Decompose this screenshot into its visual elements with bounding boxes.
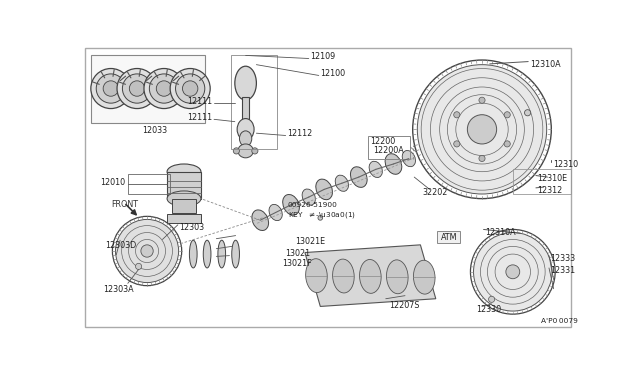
Circle shape [156, 81, 172, 96]
Circle shape [117, 68, 157, 109]
Bar [368, 135, 410, 158]
Text: FRONT: FRONT [111, 200, 138, 209]
Circle shape [103, 81, 118, 96]
Text: 12207S: 12207S [390, 301, 420, 310]
Text: 12200A: 12200A [372, 146, 403, 155]
Circle shape [136, 263, 141, 269]
Ellipse shape [316, 179, 333, 200]
Circle shape [91, 68, 131, 109]
Text: 12333: 12333 [550, 254, 575, 263]
Circle shape [525, 110, 531, 116]
Circle shape [182, 81, 198, 96]
Text: 12100: 12100 [320, 70, 346, 78]
Ellipse shape [189, 240, 197, 268]
Text: 13021E: 13021E [295, 237, 325, 246]
Circle shape [122, 74, 152, 103]
Ellipse shape [351, 167, 367, 187]
Bar [91, 55, 205, 123]
Text: 12033: 12033 [142, 126, 167, 135]
Circle shape [234, 148, 239, 154]
Text: 32202: 32202 [422, 188, 447, 197]
Text: KEY  $\neq$-\u30a0(1): KEY $\neq$-\u30a0(1) [288, 210, 356, 220]
Ellipse shape [232, 240, 239, 268]
Circle shape [504, 112, 510, 118]
Circle shape [506, 265, 520, 279]
Ellipse shape [335, 175, 349, 191]
Text: 12200: 12200 [371, 137, 396, 146]
Ellipse shape [333, 259, 354, 293]
Circle shape [96, 74, 125, 103]
Text: 12310: 12310 [553, 160, 578, 169]
Circle shape [504, 141, 510, 147]
Text: ATM: ATM [440, 232, 457, 241]
Ellipse shape [302, 189, 316, 205]
Bar [172, 199, 196, 212]
Text: 13021: 13021 [285, 249, 310, 258]
Text: A'P0 0079: A'P0 0079 [541, 318, 578, 324]
Circle shape [318, 216, 323, 220]
Text: 12310A: 12310A [530, 60, 561, 69]
Ellipse shape [283, 195, 300, 215]
Ellipse shape [239, 131, 252, 146]
Circle shape [170, 68, 210, 109]
Text: 12303: 12303 [179, 223, 205, 232]
Circle shape [129, 81, 145, 96]
Text: 12109: 12109 [310, 52, 335, 61]
Circle shape [479, 97, 485, 103]
Circle shape [488, 296, 495, 302]
Bar [231, 55, 277, 150]
Ellipse shape [387, 260, 408, 294]
Text: 12331: 12331 [550, 266, 575, 275]
Ellipse shape [369, 161, 382, 177]
Ellipse shape [252, 210, 269, 231]
Text: 12303A: 12303A [103, 285, 134, 294]
Circle shape [474, 232, 552, 311]
Text: 12310E: 12310E [538, 174, 568, 183]
Ellipse shape [413, 260, 435, 294]
Ellipse shape [385, 154, 402, 174]
Circle shape [144, 68, 184, 109]
Ellipse shape [238, 144, 253, 158]
Circle shape [252, 148, 258, 154]
Ellipse shape [402, 151, 415, 167]
Circle shape [149, 74, 179, 103]
Ellipse shape [360, 260, 381, 294]
Circle shape [175, 74, 205, 103]
Ellipse shape [269, 204, 282, 221]
Text: 12312: 12312 [538, 186, 563, 195]
Circle shape [479, 155, 485, 161]
Text: 12010: 12010 [100, 178, 125, 187]
Text: 12112: 12112 [287, 129, 312, 138]
Bar [437, 231, 460, 243]
Ellipse shape [306, 259, 327, 292]
Bar [128, 174, 170, 194]
Bar [167, 172, 201, 199]
Circle shape [141, 245, 153, 257]
Bar [242, 97, 250, 140]
Text: 12111: 12111 [188, 113, 212, 122]
Ellipse shape [237, 119, 254, 140]
Circle shape [467, 115, 497, 144]
Ellipse shape [218, 240, 225, 268]
Text: 13021F: 13021F [282, 259, 312, 268]
Text: 00926-51900: 00926-51900 [288, 202, 338, 208]
Bar [167, 214, 201, 223]
Text: 12303D: 12303D [105, 241, 136, 250]
Ellipse shape [167, 164, 201, 179]
Bar [513, 169, 570, 194]
Circle shape [417, 65, 547, 194]
Ellipse shape [204, 240, 211, 268]
Text: 12310A: 12310A [485, 228, 516, 237]
Text: 12111: 12111 [188, 97, 212, 106]
Circle shape [454, 141, 460, 147]
Circle shape [115, 219, 179, 283]
Circle shape [454, 112, 460, 118]
Ellipse shape [167, 191, 201, 206]
Ellipse shape [235, 66, 257, 100]
Text: 12330: 12330 [476, 305, 501, 314]
Polygon shape [305, 245, 436, 307]
